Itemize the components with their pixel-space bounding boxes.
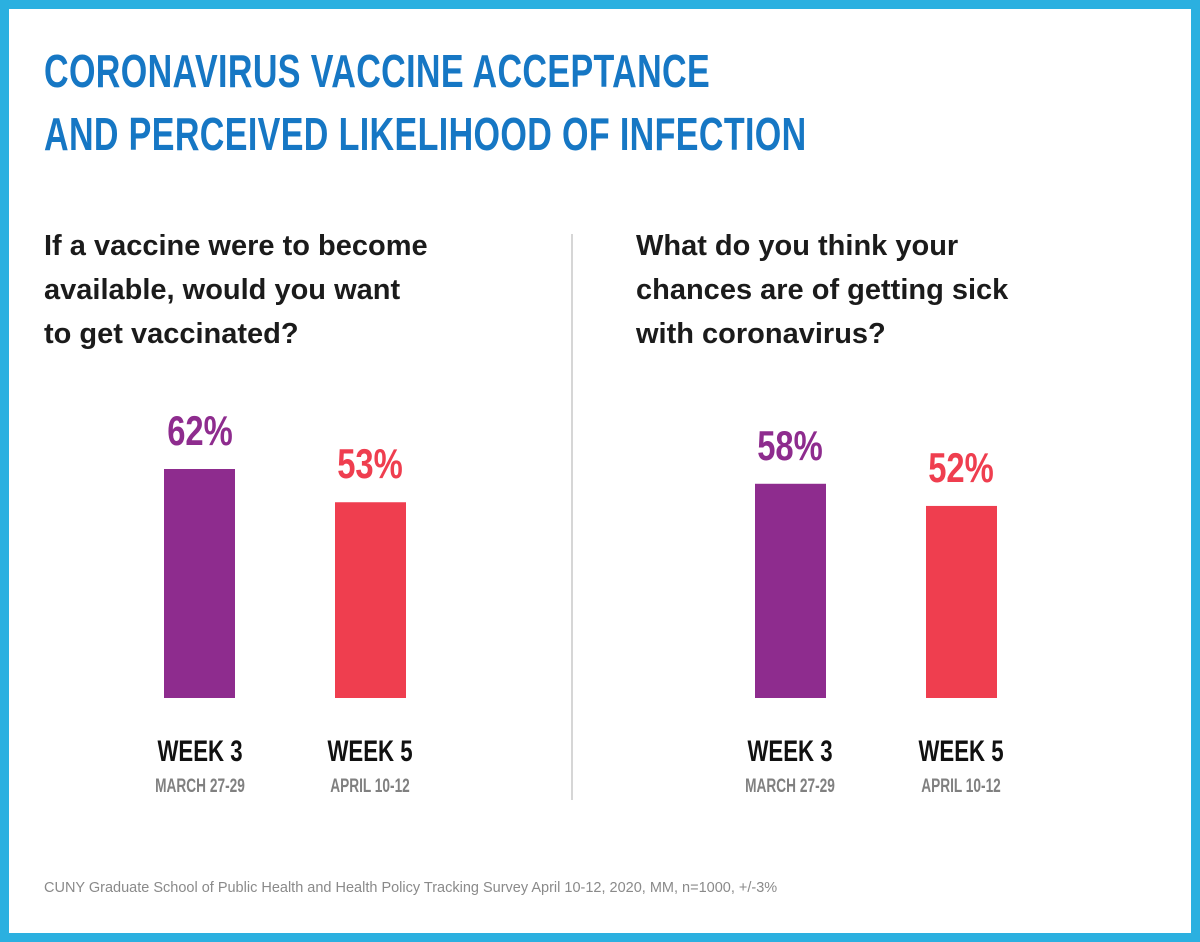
chart-left-bar-2 <box>335 502 406 698</box>
chart-right-sublabel-1: MARCH 27-29 <box>745 775 835 797</box>
chart-right-sublabel-2: APRIL 10-12 <box>921 775 1001 797</box>
chart-left-question-line-2: available, would you want <box>44 274 401 306</box>
chart-left-category-1: WEEK 3 <box>157 734 242 768</box>
chart-left-question-line-1: If a vaccine were to become <box>44 230 428 262</box>
chart-left-sublabel-1: MARCH 27-29 <box>155 775 245 797</box>
chart-left-category-2: WEEK 5 <box>327 734 412 768</box>
panel-divider <box>571 234 573 800</box>
figure-title: CORONAVIRUS VACCINE ACCEPTANCE AND PERCE… <box>44 40 807 166</box>
chart-left-question: If a vaccine were to become available, w… <box>44 224 428 356</box>
chart-left-bar-1 <box>164 469 235 698</box>
chart-right-question-line-2: chances are of getting sick <box>636 274 1009 306</box>
title-line-1: CORONAVIRUS VACCINE ACCEPTANCE <box>44 45 711 97</box>
chart-right-bar-2 <box>926 505 997 698</box>
source-note: CUNY Graduate School of Public Health an… <box>44 880 778 896</box>
chart-right-category-2: WEEK 5 <box>918 734 1003 768</box>
title-line-2: AND PERCEIVED LIKELIHOOD OF INFECTION <box>44 108 807 160</box>
chart-right-question-line-1: What do you think your <box>636 230 959 262</box>
chart-right-question-line-3: with coronavirus? <box>636 318 886 350</box>
chart-left-data-label-2: 53% <box>337 440 403 487</box>
chart-right-bar-1 <box>755 483 826 698</box>
chart-right-question: What do you think your chances are of ge… <box>636 224 1008 356</box>
chart-left-data-label-1: 62% <box>167 407 233 454</box>
chart-right-data-label-2: 52% <box>928 444 994 491</box>
chart-left-question-line-3: to get vaccinated? <box>44 318 299 350</box>
chart-left-sublabel-2: APRIL 10-12 <box>330 775 410 797</box>
chart-right-data-label-1: 58% <box>757 422 823 469</box>
chart-right-category-1: WEEK 3 <box>747 734 832 768</box>
